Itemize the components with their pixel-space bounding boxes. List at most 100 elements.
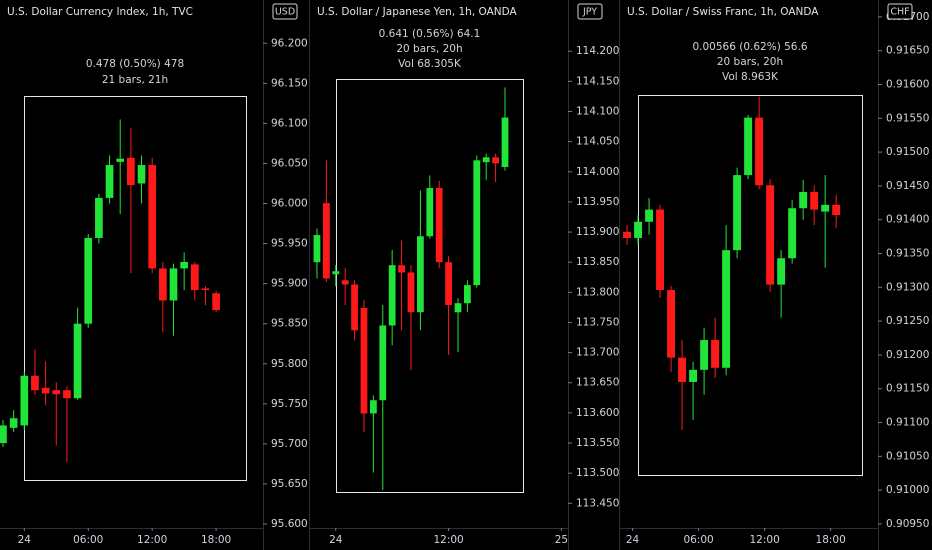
currency-label: JPY <box>582 7 597 18</box>
candle-body <box>623 231 632 238</box>
candle-body <box>799 192 808 209</box>
candle-body <box>711 340 720 368</box>
y-tick-label: 113.600 <box>576 407 619 419</box>
candle-body <box>832 204 841 215</box>
y-tick-label: 113.550 <box>576 437 619 449</box>
y-tick-label: 113.950 <box>576 196 619 208</box>
y-tick-label: 95.700 <box>271 438 308 450</box>
candle-body <box>190 264 199 291</box>
y-tick-label: 0.91350 <box>886 248 929 260</box>
candle-body <box>341 280 349 285</box>
candle-body <box>95 197 103 238</box>
y-tick-label: 96.150 <box>271 77 308 89</box>
candle-body <box>369 400 377 414</box>
y-tick-label: 0.91500 <box>886 146 929 158</box>
y-tick-label: 0.91300 <box>886 281 929 293</box>
y-tick-label: 114.100 <box>576 106 619 118</box>
candle-body <box>158 268 167 301</box>
x-tick-label: 12:00 <box>749 534 779 546</box>
candle-body <box>9 418 18 428</box>
x-tick-label: 24 <box>18 534 32 546</box>
y-tick-label: 0.91050 <box>886 450 929 462</box>
y-tick-label: 96.100 <box>271 117 308 129</box>
x-tick-label: 18:00 <box>201 534 231 546</box>
candle-body <box>416 236 424 313</box>
y-tick-label: 114.200 <box>576 45 619 57</box>
measure-text: 20 bars, 20h <box>717 56 783 68</box>
measure-text: Vol 8.963K <box>722 71 779 83</box>
currency-label: USD <box>275 7 295 18</box>
candle-body <box>810 192 819 210</box>
candle-body <box>379 325 387 401</box>
y-tick-label: 0.91450 <box>886 180 929 192</box>
candle-body <box>482 157 490 163</box>
y-tick-label: 114.000 <box>576 166 619 178</box>
y-tick-label: 113.800 <box>576 286 619 298</box>
candle-body <box>435 188 443 263</box>
candle-body <box>645 209 654 222</box>
y-tick-label: 113.750 <box>576 316 619 328</box>
candle-body <box>634 221 643 238</box>
candle-body <box>722 250 731 368</box>
currency-tag <box>887 3 913 20</box>
measure-text: 0.478 (0.50%) 478 <box>86 58 184 70</box>
candle-body <box>700 340 709 370</box>
y-tick-label: 95.600 <box>271 518 308 530</box>
x-tick-label: 24 <box>626 534 640 546</box>
candle-body <box>169 268 178 301</box>
candle-body <box>201 288 210 291</box>
candle-body <box>788 208 797 259</box>
y-tick-label: 113.450 <box>576 497 619 509</box>
y-tick-label: 114.050 <box>576 136 619 148</box>
candle-body <box>689 369 698 382</box>
y-tick-label: 113.500 <box>576 467 619 479</box>
x-tick-label: 18:00 <box>816 534 846 546</box>
candle-body <box>351 284 358 331</box>
y-tick-label: 113.900 <box>576 226 619 238</box>
y-tick-label: 0.91650 <box>886 45 929 57</box>
candle-body <box>148 165 157 269</box>
currency-label: CHF <box>890 7 909 18</box>
candle-body <box>116 158 125 162</box>
candle-body <box>777 258 786 285</box>
candle-body <box>360 308 368 414</box>
y-tick-label: 0.91600 <box>886 79 929 91</box>
candle-body <box>73 323 82 399</box>
candle-body <box>733 175 742 251</box>
candle-body <box>398 265 405 273</box>
candle-body <box>744 117 753 176</box>
y-tick-label: 96.200 <box>271 37 308 49</box>
x-tick-label: 06:00 <box>73 534 103 546</box>
candle-body <box>52 390 61 395</box>
y-tick-label: 0.91200 <box>886 349 929 361</box>
measure-text: 20 bars, 20h <box>396 43 462 55</box>
candle-body <box>0 425 7 444</box>
candle-body <box>105 165 114 198</box>
candle-body <box>180 261 188 269</box>
y-tick-label: 113.650 <box>576 377 619 389</box>
candle-body <box>332 271 340 275</box>
chart-title: U.S. Dollar / Japanese Yen, 1h, OANDA <box>317 6 518 18</box>
y-tick-label: 95.800 <box>271 358 308 370</box>
y-tick-label: 113.850 <box>576 256 619 268</box>
candle-body <box>407 272 415 313</box>
measure-text: 0.00566 (0.62%) 56.6 <box>692 41 807 53</box>
candle-body <box>766 185 775 285</box>
candle-body <box>212 293 220 311</box>
candle-body <box>667 290 676 358</box>
measure-box <box>336 79 524 493</box>
candle-body <box>492 157 499 164</box>
chart-title: U.S. Dollar Currency Index, 1h, TVC <box>7 6 193 18</box>
candle-body <box>821 204 830 212</box>
candle-body <box>31 375 39 391</box>
candle-body <box>20 375 29 426</box>
candle-body <box>445 262 452 305</box>
y-tick-label: 0.91250 <box>886 315 929 327</box>
candle-body <box>322 203 330 279</box>
candle-body <box>127 157 135 186</box>
y-tick-label: 0.90950 <box>886 518 929 530</box>
candle-body <box>678 357 687 382</box>
y-tick-label: 95.650 <box>271 478 308 490</box>
chart-title: U.S. Dollar / Swiss Franc, 1h, OANDA <box>627 6 819 18</box>
